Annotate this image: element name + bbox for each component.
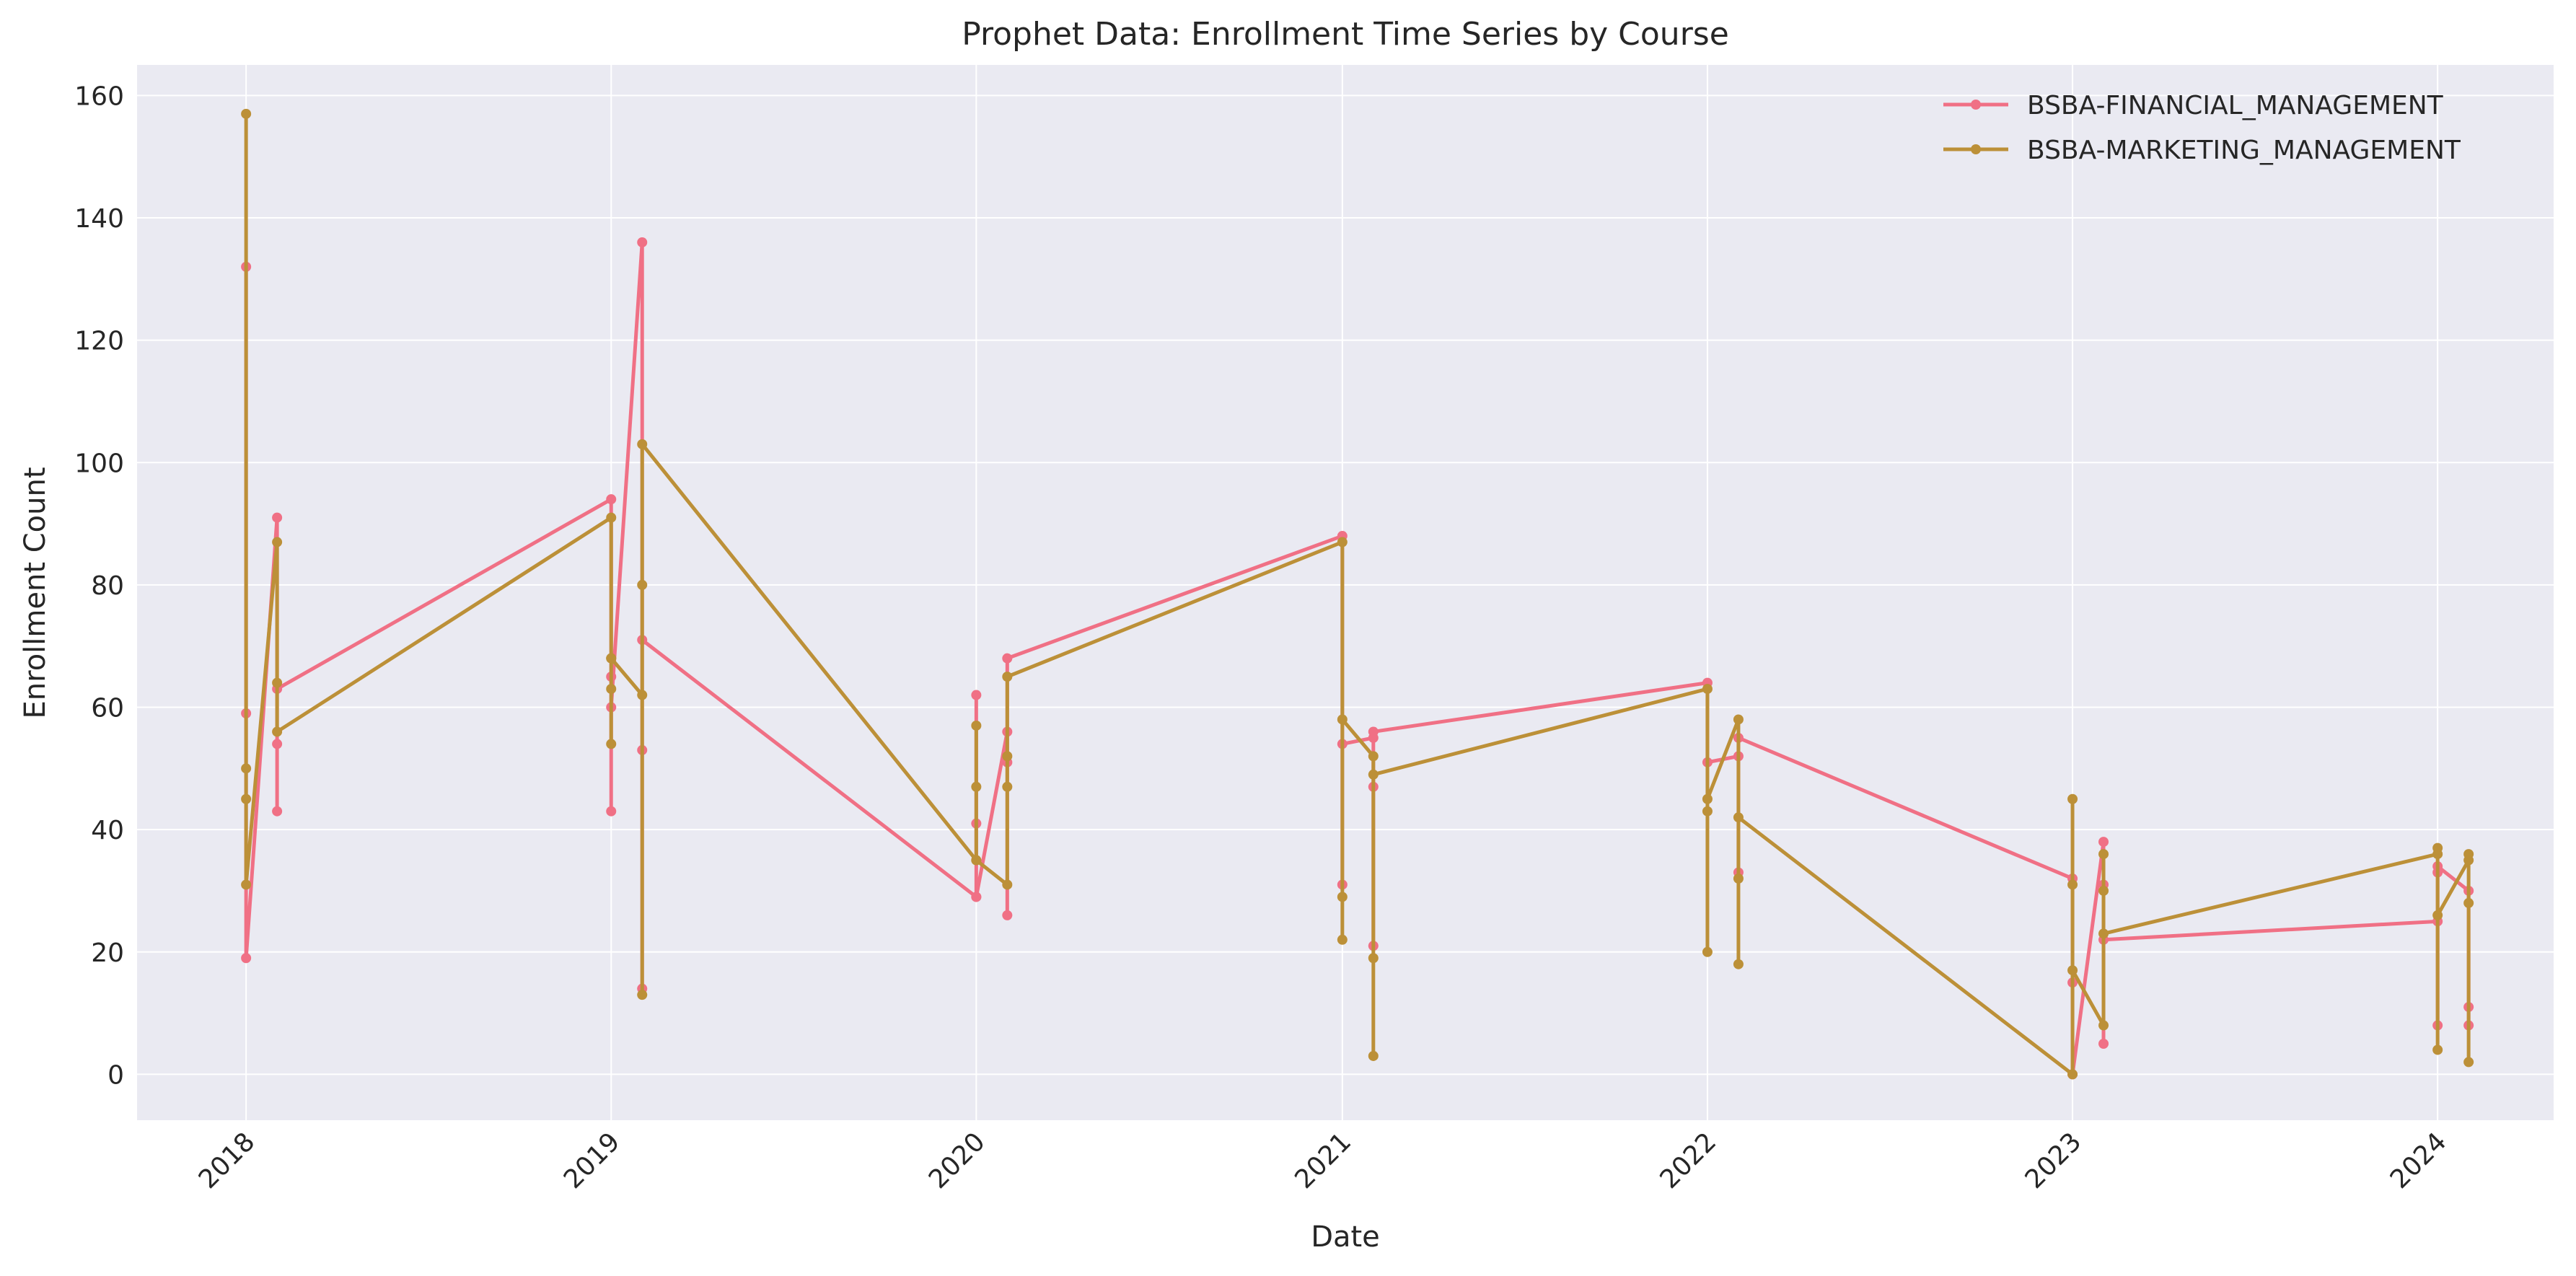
y-tick-label: 60 — [91, 694, 124, 723]
series-point — [1337, 537, 1348, 547]
series-point — [1002, 879, 1013, 890]
series-point — [241, 108, 252, 119]
x-axis-label: Date — [1311, 1220, 1380, 1254]
series-point — [606, 739, 617, 749]
series-point — [606, 684, 617, 695]
series-point — [2098, 837, 2109, 848]
series-point — [1002, 781, 1013, 792]
series-point — [1368, 953, 1379, 964]
y-tick-label: 140 — [74, 204, 124, 234]
series-point — [971, 892, 982, 902]
legend-label: BSBA-MARKETING_MANAGEMENT — [2027, 136, 2461, 165]
series-point — [1337, 714, 1348, 725]
series-layer — [241, 108, 2474, 1080]
series-point — [272, 537, 283, 547]
series-point — [637, 579, 648, 590]
series-point — [1368, 769, 1379, 780]
series-point — [2098, 1038, 2109, 1049]
series-point — [637, 237, 648, 247]
series-point — [272, 739, 283, 749]
series-point — [2432, 842, 2443, 853]
series-point — [1002, 910, 1013, 920]
series-point — [2067, 1069, 2078, 1080]
series-point — [606, 653, 617, 664]
legend-swatch-marker — [1971, 100, 1981, 110]
y-tick-label: 20 — [91, 938, 124, 968]
y-tick-label: 120 — [74, 327, 124, 356]
series-point — [1702, 684, 1713, 695]
series-point — [1733, 812, 1744, 823]
series-point — [2432, 910, 2443, 920]
series-point — [2067, 965, 2078, 976]
series-point — [2098, 885, 2109, 896]
series-point — [241, 793, 252, 804]
series-point — [241, 763, 252, 774]
series-point — [637, 439, 648, 449]
y-tick-label: 0 — [107, 1060, 124, 1090]
series-point — [1702, 793, 1713, 804]
legend-swatch-marker — [1971, 144, 1981, 154]
series-point — [2463, 897, 2474, 908]
y-tick-label: 100 — [74, 449, 124, 478]
y-tick-label: 160 — [74, 82, 124, 111]
series-point — [1337, 892, 1348, 902]
series-point — [272, 677, 283, 688]
series-point — [2463, 1057, 2474, 1068]
series-point — [971, 720, 982, 731]
series-point — [1002, 672, 1013, 682]
y-tick-label: 40 — [91, 816, 124, 845]
chart-title: Prophet Data: Enrollment Time Series by … — [962, 16, 1729, 53]
series-point — [1337, 934, 1348, 945]
series-point — [2432, 1044, 2443, 1055]
series-point — [606, 512, 617, 523]
series-point — [606, 806, 617, 817]
series-point — [2098, 849, 2109, 860]
legend-label: BSBA-FINANCIAL_MANAGEMENT — [2027, 91, 2444, 120]
series-point — [1368, 1050, 1379, 1061]
series-point — [606, 494, 617, 505]
series-point — [2463, 849, 2474, 860]
series-point — [272, 512, 283, 523]
series-point — [2098, 1020, 2109, 1031]
series-point — [1702, 806, 1713, 817]
series-point — [1002, 653, 1013, 664]
series-point — [971, 781, 982, 792]
series-point — [2098, 928, 2109, 939]
series-point — [1733, 873, 1744, 884]
series-point — [272, 726, 283, 737]
series-point — [1002, 751, 1013, 762]
series-point — [1702, 946, 1713, 957]
plot-area — [137, 65, 2554, 1120]
series-point — [1368, 751, 1379, 762]
series-point — [1733, 714, 1744, 725]
series-line — [244, 112, 2471, 1076]
series-point — [1733, 959, 1744, 969]
y-tick-label: 80 — [91, 571, 124, 601]
series-point — [637, 690, 648, 700]
legend: BSBA-FINANCIAL_MANAGEMENT BSBA-MARKETING_… — [1943, 91, 2461, 165]
series-point — [241, 879, 252, 890]
y-axis-label: Enrollment Count — [19, 467, 52, 718]
series-point — [2067, 793, 2078, 804]
series-point — [272, 806, 283, 817]
series-point — [2067, 879, 2078, 890]
series-point — [1368, 726, 1379, 737]
series-group — [241, 108, 2474, 1080]
series-point — [971, 690, 982, 700]
series-point — [241, 953, 252, 964]
series-point — [971, 855, 982, 866]
series-point — [637, 990, 648, 1000]
